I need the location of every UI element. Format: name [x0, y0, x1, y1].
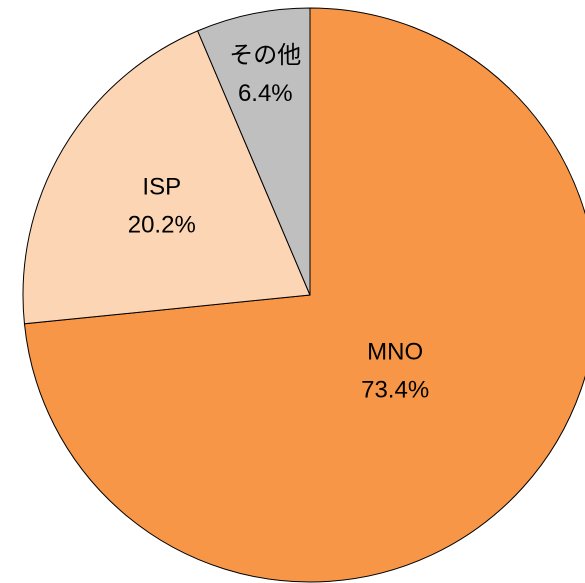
slice-label: ISP	[142, 174, 181, 201]
slice-value: 6.4%	[238, 80, 293, 107]
slice-label: その他	[229, 42, 301, 69]
slice-value: 20.2%	[128, 212, 196, 239]
slice-value: 73.4%	[361, 376, 429, 403]
slice-label: MNO	[367, 338, 423, 365]
pie-slice	[197, 7, 311, 296]
pie-slice	[23, 7, 585, 583]
pie-slice	[22, 30, 311, 325]
